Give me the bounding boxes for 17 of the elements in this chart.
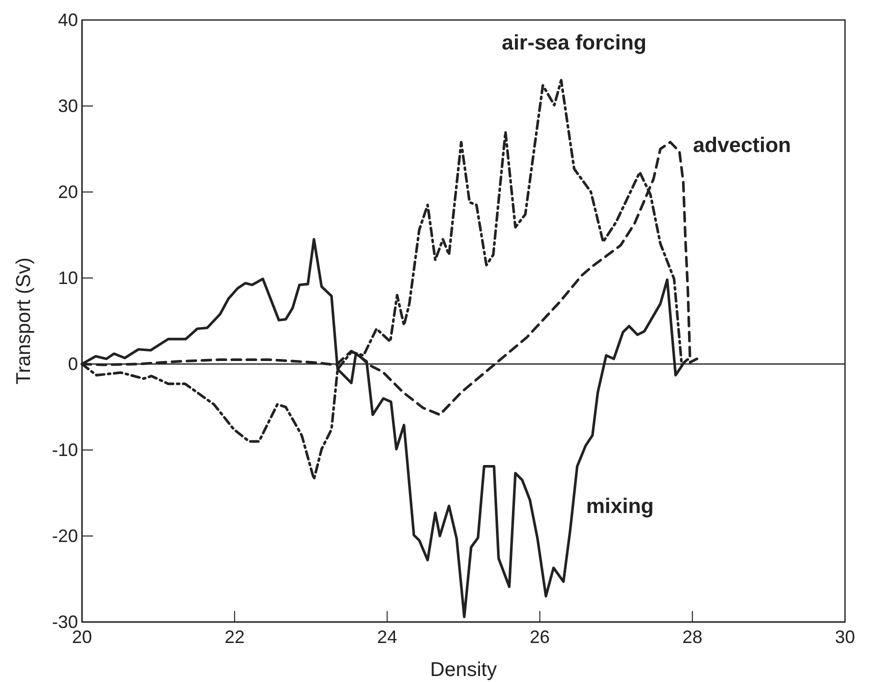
x-axis-title: Density [430, 659, 497, 681]
x-tick-label: 30 [834, 626, 856, 647]
y-axis-title: Transport (Sv) [13, 257, 35, 385]
x-tick-label: 22 [224, 626, 245, 647]
y-tick-label: -10 [52, 440, 78, 460]
y-tick-label: -20 [52, 526, 78, 546]
y-tick-label: 40 [58, 10, 78, 30]
y-tick-label: 30 [58, 96, 78, 116]
x-tick-label: 24 [377, 626, 398, 647]
series-label: mixing [586, 495, 654, 518]
series-label: air-sea forcing [502, 32, 646, 55]
y-tick-label: 20 [58, 182, 78, 202]
series-label: advection [692, 134, 792, 157]
y-tick-label: 0 [68, 354, 78, 374]
x-tick-label: 26 [530, 626, 550, 647]
x-tick-label: 28 [682, 626, 702, 647]
y-tick-label: 10 [58, 268, 78, 288]
